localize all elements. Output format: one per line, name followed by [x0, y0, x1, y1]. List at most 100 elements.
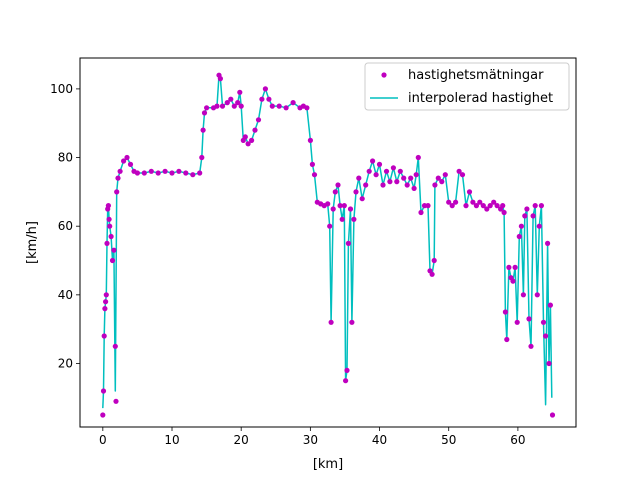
speed-measurement-point	[429, 271, 435, 277]
speed-measurement-point	[245, 141, 251, 147]
speed-measurement-point	[534, 292, 540, 298]
speed-measurement-point	[546, 360, 552, 367]
speed-measurement-point	[351, 216, 357, 222]
speed-measurement-point	[549, 412, 556, 418]
x-tick-label: 0	[99, 433, 107, 447]
x-tick-label: 30	[303, 433, 318, 447]
speed-measurement-point	[114, 189, 120, 195]
speed-measurement-point	[532, 203, 538, 209]
speed-measurement-point	[536, 223, 542, 229]
speed-measurement-point	[169, 170, 175, 176]
speed-measurement-point	[214, 103, 220, 109]
x-tick-label: 40	[372, 433, 387, 447]
speed-measurement-point	[491, 199, 497, 205]
speed-measurement-point	[530, 213, 536, 219]
speed-measurement-point	[456, 168, 462, 174]
speed-measurement-point	[339, 216, 345, 222]
speed-measurement-point	[190, 172, 196, 178]
speed-measurement-point	[341, 203, 347, 209]
speed-measurement-point	[217, 76, 223, 82]
speed-measurement-point	[102, 306, 108, 312]
speed-measurement-point	[401, 175, 407, 181]
speed-measurement-point	[502, 309, 508, 315]
speed-measurement-point	[413, 172, 419, 178]
speed-measurement-point	[480, 203, 486, 209]
speed-measurement-point	[540, 319, 547, 325]
legend-marker-swatch	[381, 72, 387, 78]
speed-measurement-point	[108, 233, 114, 240]
speed-measurement-point	[111, 247, 117, 253]
speed-measurement-point	[528, 343, 534, 349]
speed-measurement-point	[538, 203, 545, 209]
speed-measurement-point	[526, 316, 532, 322]
speed-measurement-point	[404, 182, 410, 188]
speed-measurement-point	[363, 182, 369, 188]
speed-measurement-point	[204, 105, 210, 111]
speed-measurement-point	[332, 189, 338, 195]
speed-measurement-point	[290, 100, 296, 106]
speed-measurement-point	[506, 264, 512, 270]
speed-measurement-point	[353, 189, 359, 195]
speed-measurement-point	[238, 103, 244, 109]
speed-measurement-point	[259, 96, 265, 102]
speed-measurement-point	[311, 172, 318, 178]
speed-measurement-point	[200, 127, 206, 133]
speed-measurement-point	[197, 170, 203, 176]
speed-measurement-point	[327, 223, 333, 229]
speed-measurement-point	[237, 89, 243, 95]
speed-measurement-point	[283, 105, 289, 111]
speed-measurement-point	[343, 378, 349, 384]
legend-label-interpolated: interpolerad hastighet	[408, 91, 553, 106]
speed-measurement-point	[380, 182, 386, 188]
speed-measurement-point	[328, 319, 334, 325]
legend: hastighetsmätningar interpolerad hastigh…	[364, 62, 570, 111]
y-tick-label: 40	[58, 288, 73, 302]
speed-measurement-point	[547, 302, 554, 308]
speed-measurement-point	[459, 172, 466, 178]
speed-measurement-point	[105, 203, 111, 209]
speed-measurement-point	[524, 206, 530, 212]
speed-measurement-point	[510, 278, 516, 284]
speed-measurement-point	[113, 398, 119, 404]
speed-measurement-point	[522, 213, 528, 219]
speed-measurement-point	[307, 137, 313, 143]
legend-box	[364, 62, 570, 111]
speed-measurement-point	[449, 203, 455, 209]
speed-measurement-point	[231, 103, 237, 109]
speed-measurement-point	[337, 203, 343, 209]
speed-measurement-point	[373, 172, 379, 178]
speed-measurement-point	[397, 168, 403, 174]
speed-measurement-point	[439, 179, 445, 185]
speed-measurement-point	[418, 209, 424, 216]
speed-measurement-point	[104, 240, 110, 246]
speed-measurement-point	[103, 292, 109, 298]
speed-measurement-point	[155, 170, 161, 176]
speed-measurement-point	[432, 182, 438, 188]
x-axis-ticks: 0 10 20 30 40 50 60	[99, 427, 526, 447]
speed-measurement-point	[366, 168, 372, 174]
speed-measurement-point	[325, 201, 331, 207]
measurement-marker-layer	[100, 72, 556, 418]
y-tick-label: 100	[50, 82, 73, 96]
x-tick-label: 50	[441, 433, 456, 447]
speed-measurement-point	[473, 203, 479, 209]
speed-measurement-point	[112, 343, 118, 349]
speed-measurement-point	[309, 161, 315, 167]
speed-measurement-point	[262, 86, 268, 92]
speed-measurement-point	[387, 179, 393, 185]
speed-measurement-point	[148, 168, 154, 174]
speed-measurement-point	[518, 223, 525, 229]
x-tick-label: 10	[164, 433, 179, 447]
speed-measurement-point	[176, 168, 182, 174]
speed-measurement-point	[435, 175, 441, 181]
speed-measurement-point	[127, 161, 134, 167]
speed-measurement-point	[359, 196, 365, 202]
speed-measurement-point	[390, 165, 396, 171]
speed-measurement-point	[446, 199, 452, 205]
speed-measurement-point	[134, 170, 140, 176]
speed-measurement-point	[266, 96, 272, 102]
speed-measurement-point	[103, 299, 109, 305]
speed-measurement-point	[228, 96, 234, 102]
speed-measurement-point	[100, 412, 106, 418]
